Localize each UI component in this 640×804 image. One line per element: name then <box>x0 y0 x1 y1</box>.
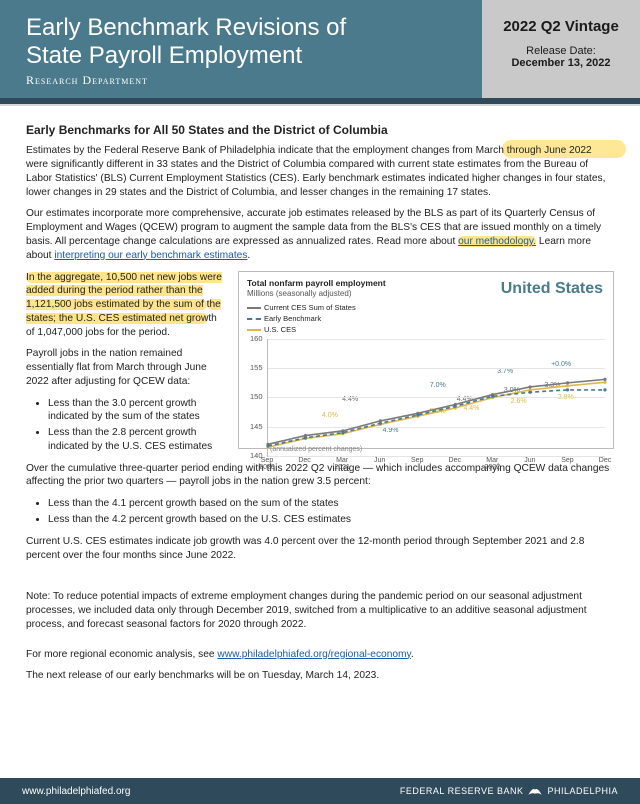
release-date: December 13, 2022 <box>488 57 634 69</box>
footer-bank-a: FEDERAL RESERVE BANK <box>400 786 524 796</box>
header-left: Early Benchmark Revisions of State Payro… <box>0 0 482 98</box>
legend-eb: Early Benchmark <box>247 314 321 324</box>
legend-label: U.S. CES <box>264 325 296 335</box>
aggregate-para: In the aggregate, 10,500 net new jobs we… <box>26 271 226 340</box>
x-tick-label: Jun <box>374 457 385 464</box>
p2-text-c: . <box>247 250 250 261</box>
list-item: Less than the 3.0 percent growth indicat… <box>48 397 226 425</box>
chart-legend: Current CES Sum of States Early Benchmar… <box>247 302 605 335</box>
doc-title-line2: State Payroll Employment <box>26 42 462 70</box>
legend-label: Early Benchmark <box>264 314 321 324</box>
eagle-icon <box>527 785 543 797</box>
x-tick-label: Dec <box>298 457 310 464</box>
header: Early Benchmark Revisions of State Payro… <box>0 0 640 98</box>
chart-column: Total nonfarm payroll employment Million… <box>238 271 614 462</box>
header-right: 2022 Q2 Vintage Release Date: December 1… <box>482 0 640 98</box>
chart-region: United States <box>501 278 603 300</box>
bullet-list-2: Less than the 4.1 percent growth based o… <box>26 497 614 527</box>
footer: www.philadelphiafed.org FEDERAL RESERVE … <box>0 778 640 804</box>
bullet-list-1: Less than the 3.0 percent growth indicat… <box>26 397 226 454</box>
legend-swatch <box>247 329 261 331</box>
interpreting-link[interactable]: interpreting our early benchmark estimat… <box>54 250 247 261</box>
current-para: Current U.S. CES estimates indicate job … <box>26 535 614 563</box>
left-column: In the aggregate, 10,500 net new jobs we… <box>26 271 226 462</box>
chart-plot: (annualized percent changes) 4.4% 7.0% 3… <box>267 339 605 457</box>
x-tick-label: Dec <box>449 457 461 464</box>
x-tick-label: Mar2022 <box>485 457 501 472</box>
content: Early Benchmarks for All 50 States and t… <box>0 106 640 697</box>
chart-xaxis: Sep2020DecMar2021JunSepDecMar2022JunSepD… <box>267 457 605 473</box>
legend-ces-sum: Current CES Sum of States <box>247 303 356 313</box>
paragraph-1: Estimates by the Federal Reserve Bank of… <box>26 144 614 199</box>
list-item: Less than the 4.1 percent growth based o… <box>48 497 614 511</box>
next-release-para: The next release of our early benchmarks… <box>26 669 614 683</box>
section-title: Early Benchmarks for All 50 States and t… <box>26 122 614 138</box>
regional-text-b: . <box>411 649 414 660</box>
frb-logo: FEDERAL RESERVE BANK PHILADELPHIA <box>400 785 618 797</box>
x-tick-label: Sep <box>561 457 573 464</box>
x-tick-label: Sep <box>411 457 423 464</box>
regional-para: For more regional economic analysis, see… <box>26 648 614 662</box>
x-tick-label: Dec <box>599 457 611 464</box>
footer-bank-b: PHILADELPHIA <box>547 786 618 796</box>
paragraph-2: Our estimates incorporate more comprehen… <box>26 207 614 262</box>
regional-text-a: For more regional economic analysis, see <box>26 649 217 660</box>
legend-label: Current CES Sum of States <box>264 303 356 313</box>
two-column: In the aggregate, 10,500 net new jobs we… <box>26 271 614 462</box>
y-tick-label: 155 <box>250 363 263 373</box>
page: Early Benchmark Revisions of State Payro… <box>0 0 640 804</box>
release-label: Release Date: <box>488 45 634 57</box>
flat-para: Payroll jobs in the nation remained esse… <box>26 347 226 388</box>
regional-link[interactable]: www.philadelphiafed.org/regional-economy <box>217 649 411 660</box>
list-item: Less than the 4.2 percent growth based o… <box>48 513 614 527</box>
doc-title-line1: Early Benchmark Revisions of <box>26 14 462 42</box>
legend-swatch <box>247 318 261 320</box>
agg-hl-a: In the aggregate, 10,500 net new jobs we… <box>26 272 222 311</box>
x-tick-label: Mar2021 <box>334 457 350 472</box>
y-tick-label: 150 <box>250 392 263 402</box>
legend-swatch <box>247 307 261 309</box>
y-tick-label: 145 <box>250 422 263 432</box>
x-tick-label: Jun <box>524 457 535 464</box>
chart: Total nonfarm payroll employment Million… <box>238 271 614 449</box>
footer-url[interactable]: www.philadelphiafed.org <box>22 786 130 797</box>
note-para: Note: To reduce potential impacts of ext… <box>26 590 614 631</box>
vintage-label: 2022 Q2 Vintage <box>488 18 634 35</box>
y-tick-label: 160 <box>250 334 263 344</box>
doc-subtitle: Research Department <box>26 73 462 88</box>
methodology-link[interactable]: our methodology. <box>458 236 536 247</box>
x-tick-label: Sep2020 <box>259 457 275 472</box>
list-item: Less than the 2.8 percent growth indicat… <box>48 426 226 454</box>
